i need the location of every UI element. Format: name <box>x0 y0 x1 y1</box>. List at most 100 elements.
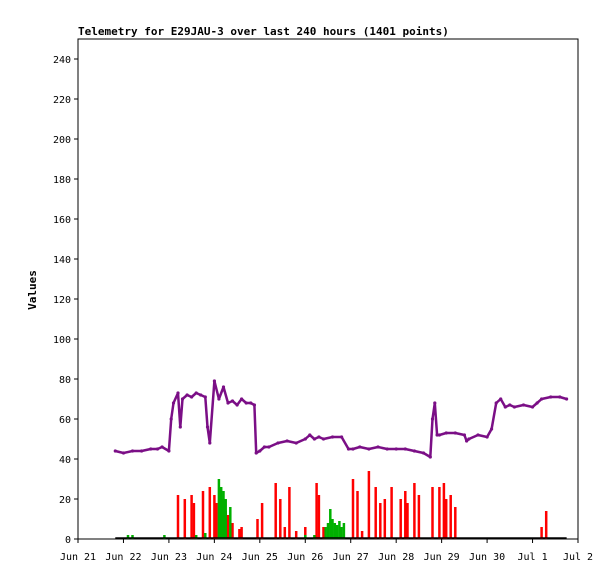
series-line <box>115 379 567 459</box>
data-point <box>317 435 321 439</box>
data-point <box>285 439 289 443</box>
data-point <box>421 451 426 455</box>
y-tick-label: 0 <box>65 535 71 546</box>
series-0 <box>113 379 569 459</box>
data-point <box>190 395 194 399</box>
data-point <box>467 437 471 441</box>
data-point <box>321 437 326 441</box>
data-point <box>512 405 517 409</box>
data-point <box>254 451 258 455</box>
series-2 <box>126 479 346 539</box>
y-tick-label: 200 <box>53 135 71 146</box>
data-point <box>240 397 244 401</box>
data-point <box>176 391 180 395</box>
y-tick-label: 20 <box>59 495 71 506</box>
y-axis-label: Values <box>26 270 39 310</box>
x-tick-label: Jun 28 <box>378 552 414 563</box>
data-point <box>276 441 280 445</box>
data-point <box>208 441 212 445</box>
data-point <box>490 427 494 431</box>
data-point <box>185 393 189 397</box>
data-point <box>217 397 221 401</box>
data-point <box>178 425 182 429</box>
data-point <box>430 417 435 421</box>
data-point <box>437 433 441 437</box>
data-point <box>340 435 344 439</box>
data-point <box>476 433 480 437</box>
data-point <box>358 445 362 449</box>
data-point <box>267 445 271 449</box>
series-1 <box>176 471 548 539</box>
data-point <box>155 447 160 451</box>
series-layer <box>113 379 569 539</box>
data-point <box>565 397 569 401</box>
data-point <box>508 403 512 407</box>
data-point <box>394 447 398 451</box>
x-tick-label: Jul 1 <box>517 552 547 563</box>
x-tick-label: Jun 22 <box>105 552 141 563</box>
x-axis: Jun 21 Jun 22 Jun 23 Jun 24 Jun 25 Jun 26 Jun … <box>60 539 593 563</box>
data-point <box>412 449 416 453</box>
y-tick-label: 140 <box>53 255 71 266</box>
data-point <box>199 393 203 397</box>
data-point <box>530 405 535 409</box>
data-point <box>160 445 164 449</box>
y-tick-label: 180 <box>53 175 71 186</box>
data-point <box>535 401 539 405</box>
y-axis: 0 20 40 60 80 100 120 140 160 180 200 220 240 <box>53 55 78 546</box>
data-point <box>113 449 117 453</box>
data-point <box>149 447 153 451</box>
data-point <box>540 397 544 401</box>
x-tick-label: Jul 2 <box>563 552 593 563</box>
data-point <box>169 417 173 421</box>
data-point <box>235 403 239 407</box>
data-point <box>312 437 316 441</box>
data-point <box>494 401 498 405</box>
data-point <box>121 451 126 455</box>
y-tick-label: 40 <box>59 455 71 466</box>
data-point <box>194 391 198 395</box>
x-tick-label: Jun 25 <box>242 552 278 563</box>
data-point <box>203 395 207 399</box>
data-point <box>503 405 507 409</box>
x-tick-label: Jun 27 <box>333 552 369 563</box>
data-point <box>212 379 216 383</box>
data-point <box>244 401 248 405</box>
data-point <box>308 433 312 437</box>
data-point <box>258 449 262 453</box>
data-point <box>499 397 503 401</box>
y-tick-label: 120 <box>53 295 71 306</box>
y-tick-label: 240 <box>53 55 71 66</box>
y-tick-label: 100 <box>53 335 71 346</box>
data-point <box>485 435 489 439</box>
data-point <box>385 447 389 451</box>
data-point <box>303 437 307 441</box>
y-tick-label: 60 <box>59 415 71 426</box>
data-point <box>180 397 185 401</box>
x-tick-label: Jun 26 <box>287 552 323 563</box>
data-point <box>403 447 407 451</box>
data-point <box>221 385 226 389</box>
x-tick-label: Jun 24 <box>196 552 232 563</box>
data-point <box>130 449 135 453</box>
data-point <box>230 399 235 403</box>
data-point <box>367 447 371 451</box>
y-tick-label: 220 <box>53 95 71 106</box>
data-point <box>205 425 210 429</box>
data-point <box>453 431 457 435</box>
data-point <box>351 447 355 451</box>
data-point <box>346 447 351 451</box>
x-tick-label: Jun 30 <box>469 552 505 563</box>
chart-title: Telemetry for E29JAU-3 over last 240 hou… <box>78 25 449 38</box>
y-tick-label: 80 <box>59 375 71 386</box>
x-tick-label: Jun 29 <box>424 552 460 563</box>
data-point <box>549 395 553 399</box>
data-point <box>435 433 439 437</box>
data-point <box>226 401 230 405</box>
data-point <box>249 401 253 405</box>
data-point <box>294 441 298 445</box>
data-point <box>376 445 380 449</box>
data-point <box>558 395 562 399</box>
data-point <box>428 455 432 459</box>
